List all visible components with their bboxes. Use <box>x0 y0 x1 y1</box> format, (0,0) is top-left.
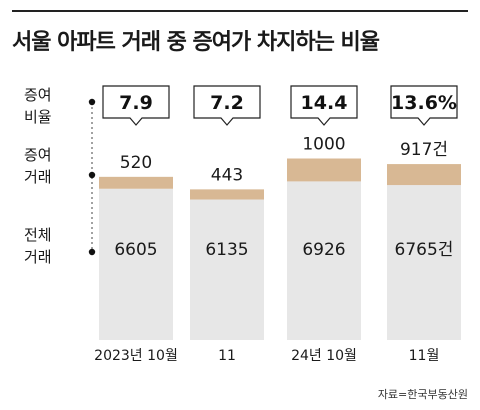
legend-label-total: 전체 거래 <box>24 226 52 266</box>
bar-gift <box>387 164 461 186</box>
bar-gift <box>99 176 173 189</box>
source-note: 자료=한국부동산원 <box>377 388 468 401</box>
category-label: 11 <box>218 348 236 364</box>
bar-total <box>190 199 264 340</box>
bar-total <box>387 185 461 340</box>
data-label-total: 6135 <box>205 240 248 260</box>
title-rule <box>12 10 468 12</box>
bar-total <box>287 181 361 340</box>
data-label-gift: 443 <box>211 165 243 185</box>
bar-gift <box>287 158 361 182</box>
ratio-callout-box <box>102 85 170 126</box>
data-label-total: 6926 <box>302 240 345 260</box>
data-label-gift: 917건 <box>400 140 448 160</box>
ratio-callout-box <box>290 85 358 126</box>
ratio-callout-box <box>390 85 458 126</box>
legend-label-gift: 증여 거래 <box>24 146 52 186</box>
category-label: 24년 10월 <box>291 348 357 364</box>
data-label-gift: 520 <box>120 153 152 173</box>
chart-title: 서울 아파트 거래 중 증여가 차지하는 비율 <box>12 30 380 55</box>
data-label-ratio: 14.4 <box>301 92 348 114</box>
data-label-ratio: 7.2 <box>210 92 244 114</box>
legend-guide-dot <box>88 248 96 256</box>
data-label-ratio: 7.9 <box>119 92 153 114</box>
ratio-callout-box <box>193 85 261 126</box>
category-label: 2023년 10월 <box>94 348 178 364</box>
legend-label-ratio: 증여 비율 <box>24 86 52 126</box>
legend-guide-dot <box>88 171 96 179</box>
data-label-gift: 1000 <box>302 134 345 154</box>
data-label-total: 6605 <box>114 240 157 260</box>
legend-guide-dot <box>88 98 96 106</box>
data-label-total: 6765건 <box>395 240 454 260</box>
bar-total <box>99 188 173 340</box>
data-label-ratio: 13.6% <box>391 92 457 114</box>
bar-gift <box>190 189 264 200</box>
category-label: 11월 <box>409 348 440 364</box>
